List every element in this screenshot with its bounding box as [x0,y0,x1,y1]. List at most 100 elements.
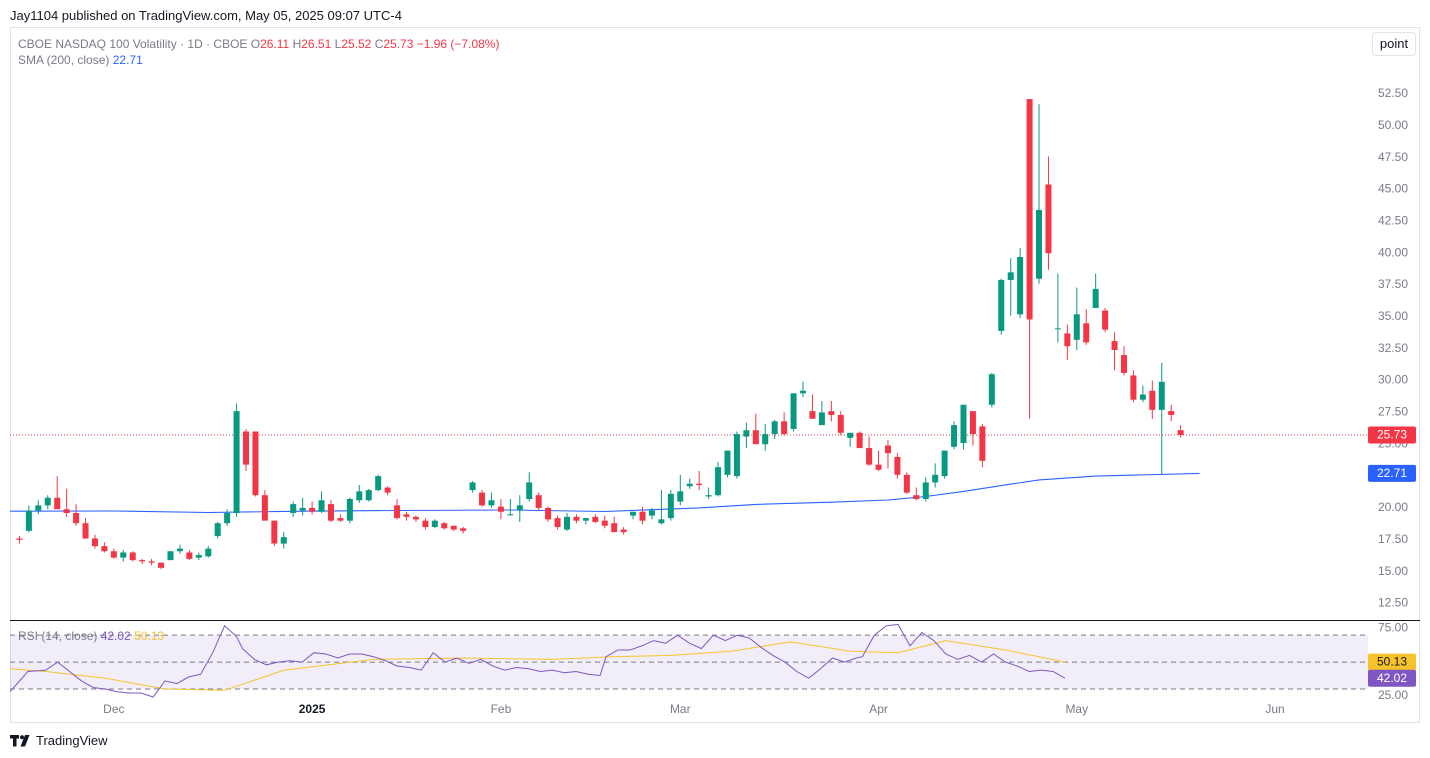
candle-body [63,509,70,514]
time-tick-label: 2025 [299,702,326,716]
candle-body [176,548,183,552]
candle-body [941,450,948,477]
candle-body [951,425,958,447]
price-tick-label: 15.00 [1378,564,1408,578]
candle-body [790,393,797,429]
candle-body [969,411,976,435]
candle-body [243,431,250,465]
rsi-ma-line [9,640,1066,691]
candle-body [290,504,297,514]
candle-body [1064,333,1071,347]
price-tick-label: 32.50 [1378,341,1408,355]
candle-body [44,497,51,506]
last-price-tag-bg [1368,426,1416,444]
candle-body [752,430,759,445]
candle-body [988,374,995,405]
candle-body [73,513,80,524]
time-tick-label: Apr [869,702,888,716]
rsi-line [9,623,1066,698]
candle-body [856,432,863,449]
candle-body [384,487,391,493]
candle-body [771,421,778,435]
candle-body [563,516,570,530]
time-tick-label: Mar [670,702,691,716]
candle-body [884,445,891,454]
candle-body [1111,341,1118,351]
candle-body [1177,430,1184,435]
candle-body [960,404,967,443]
candle-body [271,520,278,544]
candle-body [818,412,825,426]
candle-body [148,561,155,563]
scale-point-button[interactable]: point [1372,32,1416,56]
price-tick-label: 42.50 [1378,214,1408,228]
time-tick-label: Dec [103,702,124,716]
candle-body [1130,375,1137,400]
candle-body [743,430,750,437]
ohlc-row: CBOE NASDAQ 100 Volatility · 1D · CBOE O… [18,36,499,52]
price-tick-label: 17.50 [1378,532,1408,546]
candle-body [648,510,655,516]
candle-body [658,519,665,524]
candle-body [129,552,136,561]
candle-body [903,474,910,493]
candle-body [1092,288,1099,308]
rsi-ma-tag-bg [1368,653,1416,671]
candle-body [866,448,873,465]
candle-body [1149,390,1156,410]
candle-body [516,505,523,511]
high-value: 26.51 [301,37,332,51]
price-tick-label: 50.00 [1378,118,1408,132]
candle-body [261,495,268,521]
candle-body [280,537,287,544]
candle-body [875,464,882,470]
candle-body [1102,310,1109,330]
candle-body [1158,381,1165,410]
time-tick-label: Feb [491,702,512,716]
tradingview-logo[interactable]: TradingView [10,733,108,748]
low-value: 25.52 [341,37,372,51]
candle-body [214,523,221,536]
tradingview-brand: TradingView [36,733,108,748]
candle-body [998,279,1005,331]
candle-body [394,505,401,519]
low-label: L [334,37,342,51]
candle-body [252,431,259,496]
candle-body [167,551,174,561]
candle-body [535,495,542,508]
price-tick-label: 20.00 [1378,500,1408,514]
price-tick-label: 27.50 [1378,405,1408,419]
candle-body [35,505,42,511]
candle-body [979,426,986,461]
candle-body [800,390,807,394]
candle-body [705,495,712,497]
price-tick-label: 37.50 [1378,277,1408,291]
candle-body [545,507,552,520]
candle-body [667,493,674,519]
candle-body [1073,314,1080,340]
sma-value: 22.71 [112,53,143,67]
candle-body [932,474,939,483]
candle-body [195,555,202,558]
candle-body [479,492,486,506]
publish-line: Jay1104 published on TradingView.com, Ma… [10,8,402,23]
candle-body [620,529,627,533]
candle-body [54,497,61,510]
rsi-ma-tag: 50.13 [1377,655,1407,669]
candle-body [762,434,769,445]
price-tick-label: 45.00 [1378,182,1408,196]
candle-body [1120,355,1127,373]
price-legend: CBOE NASDAQ 100 Volatility · 1D · CBOE O… [18,36,499,68]
sma-price-tag-bg [1368,464,1416,482]
candle-body [1036,209,1043,279]
candle-body [828,411,835,415]
close-label: C [374,37,384,51]
price-tick-label: 35.00 [1378,309,1408,323]
candle-body [422,520,429,528]
candle-body [356,491,363,501]
rsi-tick-label: 75.00 [1378,621,1408,635]
high-label: H [292,37,302,51]
open-label: O [250,37,261,51]
candle-body [431,520,438,528]
